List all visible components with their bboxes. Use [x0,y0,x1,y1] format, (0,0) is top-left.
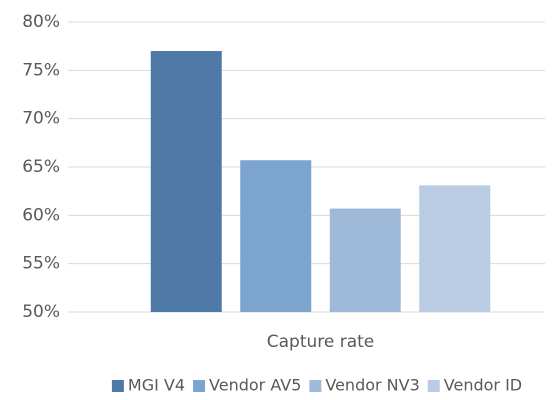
y-tick-label: 55% [22,254,60,274]
y-tick-label: 80% [22,12,60,32]
bar [240,160,312,312]
y-tick-label: 75% [22,60,60,80]
y-tick-label: 60% [22,205,60,225]
bar [150,51,222,312]
legend-label: Vendor ID [444,376,522,395]
legend-swatch [193,380,206,392]
y-tick-label: 50% [22,302,60,322]
y-tick-label: 70% [22,109,60,129]
legend-label: Vendor AV5 [209,376,301,395]
y-tick-label: 65% [22,157,60,177]
legend-swatch [111,380,124,392]
legend-swatch [309,380,322,392]
x-tick-label: Capture rate [267,332,375,352]
legend-label: Vendor NV3 [325,376,419,395]
legend-swatch [427,380,440,392]
bar [419,185,491,312]
legend-label: MGI V4 [128,376,185,395]
bar [329,208,401,312]
